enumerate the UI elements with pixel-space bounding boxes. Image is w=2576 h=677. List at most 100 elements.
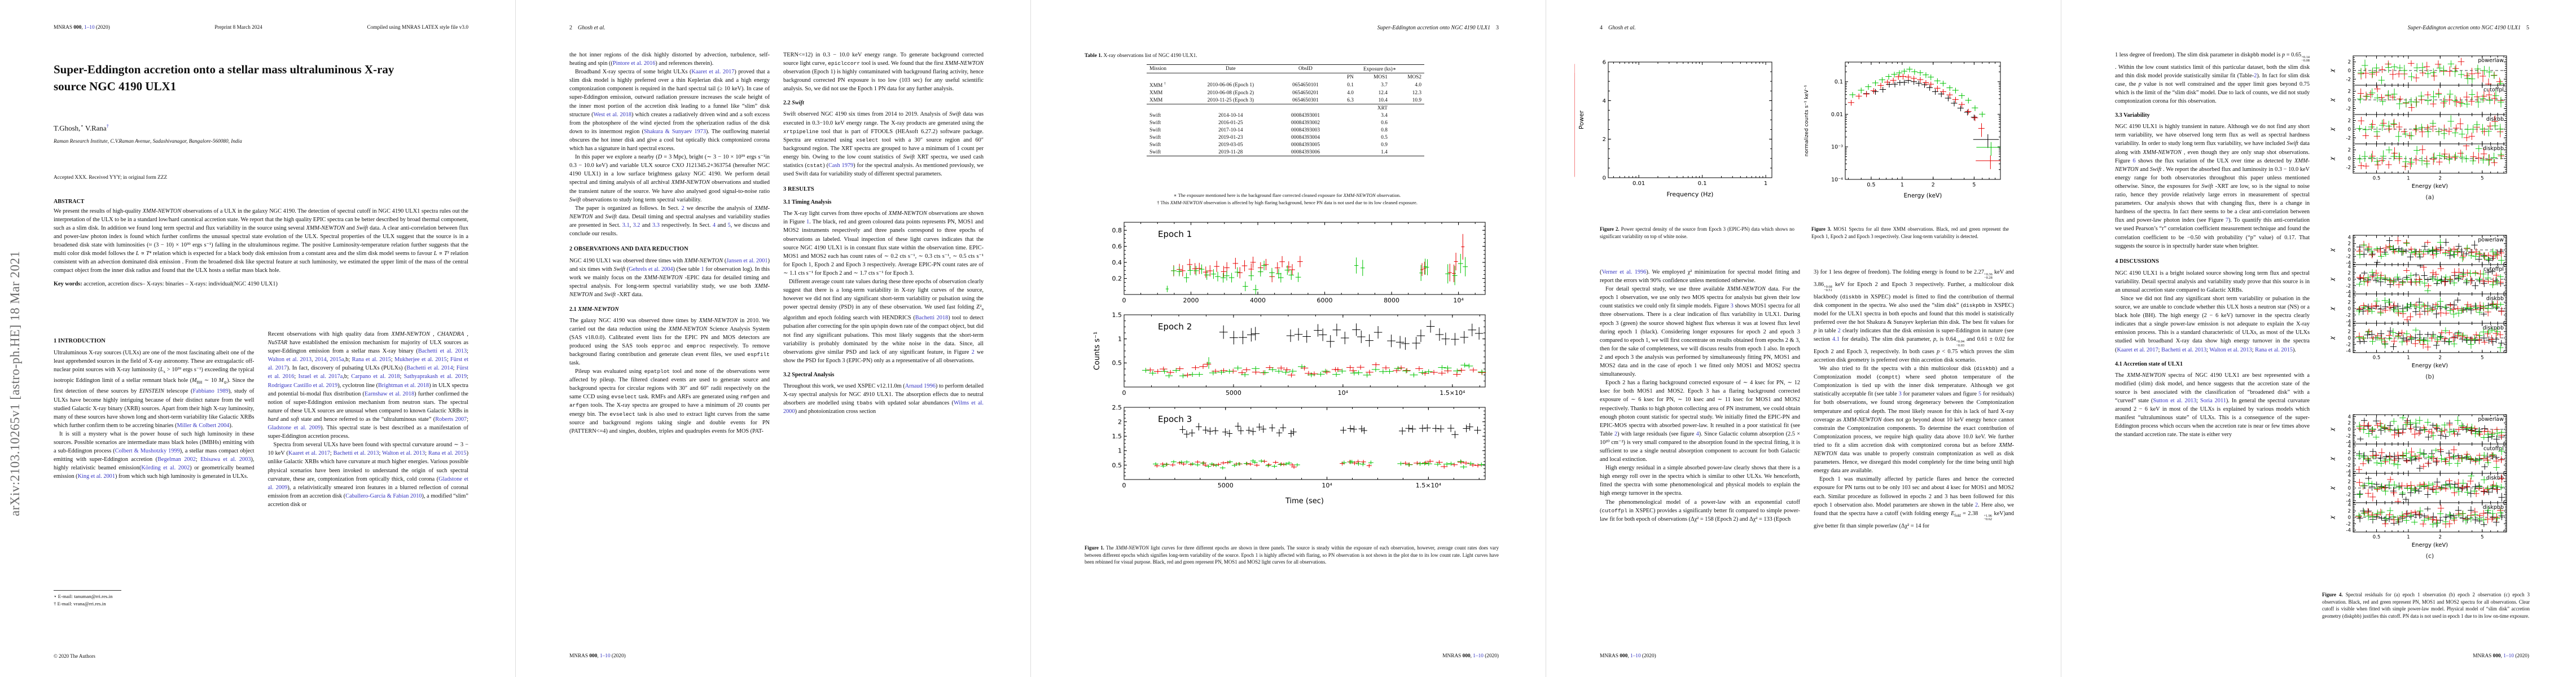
svg-text:cutoffpl: cutoffpl [2483,87,2504,93]
citation-link[interactable]: 2 [1614,430,1618,437]
page-range-link[interactable]: 1–10 [1473,653,1484,659]
citation-link[interactable]: Kaaret et al. 2017 [288,450,330,457]
citation-link[interactable]: Gladstone et al. 2009 [267,476,469,491]
page-footer: MNRAS 000, 1–10 (2020) [1442,653,1499,659]
svg-text:1.5: 1.5 [1112,433,1122,440]
svg-text:-4: -4 [2346,319,2351,325]
svg-text:10⁴: 10⁴ [1338,389,1349,397]
svg-text:1.5×10⁴: 1.5×10⁴ [1416,482,1442,489]
citation-link[interactable]: Roberts 2007 [435,416,467,423]
citation-link[interactable]: 5 [727,222,731,228]
citation-link[interactable]: Bachetti et al. 2013 [2161,346,2207,353]
citation-link[interactable]: Rana et al. 2015 [352,357,391,363]
citation-link[interactable]: Fabbiano 1989 [192,388,229,395]
citation-link[interactable]: Bachetti et al. 2013 [333,450,379,457]
svg-text:0: 0 [2348,486,2351,491]
paragraph: (Verner et al. 1996). We employed χ² min… [1600,269,1800,284]
citation-link[interactable]: 4 [712,222,716,228]
table-row: Swift 2019-03-05 00084393005 0.9 [1149,142,1388,148]
svg-text:-4: -4 [2346,349,2351,354]
citation-link[interactable]: 2 [1837,328,1841,334]
citation-link[interactable]: Israel et al. 2017a [298,373,343,380]
citation-link[interactable]: 7 [2225,217,2229,224]
svg-text:0.2: 0.2 [1112,275,1122,282]
citation-link[interactable]: Rodríguez Castillo et al. 2019 [267,382,338,389]
citation-link[interactable]: Shakura & Sunyaev 1973 [643,128,706,135]
citation-link[interactable]: 2 [2254,72,2257,79]
column-right: Recent observations with high quality da… [268,330,469,587]
citation-link[interactable]: Verner et al. 1996 [1601,269,1647,275]
author-dagger-mark[interactable]: † [106,123,109,129]
citation-link[interactable]: Jansen et al. 2001 [726,258,768,265]
citation-link[interactable]: Fürst et al. 2016 [267,365,468,380]
citation-link[interactable]: Rana et al. 2015 [428,450,467,457]
citation-link[interactable]: Cash 1979 [828,162,854,169]
citation-link[interactable]: Earnshaw et al. 2018 [364,390,415,397]
citation-link[interactable]: Mukherjee et al. 2015 [394,357,447,363]
citation-link[interactable]: 5 [1978,391,1982,398]
svg-text:0: 0 [2348,156,2351,162]
citation-link[interactable]: Sutton et al. 2013 [2153,397,2197,404]
citation-link[interactable]: Brightman et al. 2018 [378,382,429,389]
citation-link[interactable]: 6 [2132,157,2136,164]
citation-link[interactable]: Bachetti et al. 2014 [406,365,453,372]
citation-link[interactable]: 2 [1975,502,1978,508]
citation-link[interactable]: Miller & Colbert 2004 [177,422,230,429]
citation-link[interactable]: Arnaud 1996 [905,383,936,389]
citation-link[interactable]: Bachetti 2018 [915,315,949,322]
citation-link[interactable]: Körding et al. 2002 [141,465,190,472]
citation-link[interactable]: 2014 [315,357,327,363]
citation-link[interactable]: Walton et al. 2013 [382,450,425,457]
citation-link[interactable]: 4 [1696,430,1699,437]
citation-link[interactable]: Walton et al. 2013 [267,357,312,363]
citation-link[interactable]: Soria 2011 [2200,397,2226,404]
footnote-email-2[interactable]: † E-mail: vrana@rri.res.in [54,600,106,606]
citation-link[interactable]: 3 [1730,303,1734,310]
citation-link[interactable]: 1 [701,266,704,273]
svg-text:-2: -2 [2346,492,2351,498]
paragraph: Broadband X-ray spectra of some bright U… [569,69,770,152]
svg-text:5: 5 [1972,182,1976,188]
svg-text:-2: -2 [2346,77,2351,82]
citation-link[interactable]: Fürst et al. 2017 [267,357,469,372]
citation-link[interactable]: Kaaret et al. 2017 [691,69,735,76]
citation-link[interactable]: Carpano et al. 2018 [351,373,400,380]
svg-text:-2: -2 [2346,342,2351,348]
citation-link[interactable]: Pintore et al. 2016 [612,60,656,67]
citation-link[interactable]: Kaaret et al. 2017 [2117,346,2158,353]
citation-link[interactable]: Gehrels et al. 2004 [629,266,673,273]
citation-link[interactable]: Ebisawa et al. 2003 [200,456,251,463]
citation-link[interactable]: 2 [971,349,975,355]
citation-link[interactable]: 4.1 [1832,336,1840,343]
citation-link[interactable]: 2 [681,205,684,212]
citation-link[interactable]: Colbert & Mushotzky 1999 [115,448,180,455]
page-range-link[interactable]: 1–10 [84,25,95,30]
citation-link[interactable]: 3.3 [652,222,660,228]
citation-link[interactable]: 1 [806,219,810,226]
citation-link[interactable]: Bachetti et al. 2013 [418,348,467,355]
svg-text:0.8: 0.8 [1112,227,1122,234]
citation-link[interactable]: 3.1 [622,222,630,228]
svg-text:Energy (keV): Energy (keV) [1904,192,1942,199]
footnote-email-1[interactable]: ⋆ E-mail: tanuman@rri.res.in [54,594,113,599]
citation-link[interactable]: 3.2 [633,222,640,228]
citation-link[interactable]: Walton et al. 2013 [2209,346,2252,353]
citation-link[interactable]: Caballero-García & Fabian 2010 [345,493,422,499]
citation-link[interactable]: 2015a [330,357,344,363]
citation-link[interactable]: West et al. 2018 [593,111,632,118]
svg-text:10⁻⁴: 10⁻⁴ [1831,177,1843,183]
page-range-link[interactable]: 1–10 [600,653,611,659]
author-2: V.Rana [83,124,107,133]
paragraph: The X-ray light curves from three epochs… [783,210,984,276]
citation-link[interactable]: Begelman 2002 [157,456,196,463]
table-row: Swift 2016-01-25 00084393002 0.6 [1149,120,1388,126]
citation-link[interactable]: Rana et al. 2015 [2255,346,2293,353]
citation-link[interactable]: Gladstone et al. 2009 [267,425,321,432]
page-range-link[interactable]: 1–10 [1630,653,1641,659]
citation-link[interactable]: 3 [1898,391,1902,398]
page-range-link[interactable]: 1–10 [2503,653,2514,659]
author-star-mark[interactable]: ⋆ [80,123,84,129]
citation-link[interactable]: Wilms et al. 2000 [783,400,984,415]
citation-link[interactable]: King et al. 2001 [77,473,115,480]
citation-link[interactable]: Sathyaprakash et al. 2019 [403,373,467,380]
